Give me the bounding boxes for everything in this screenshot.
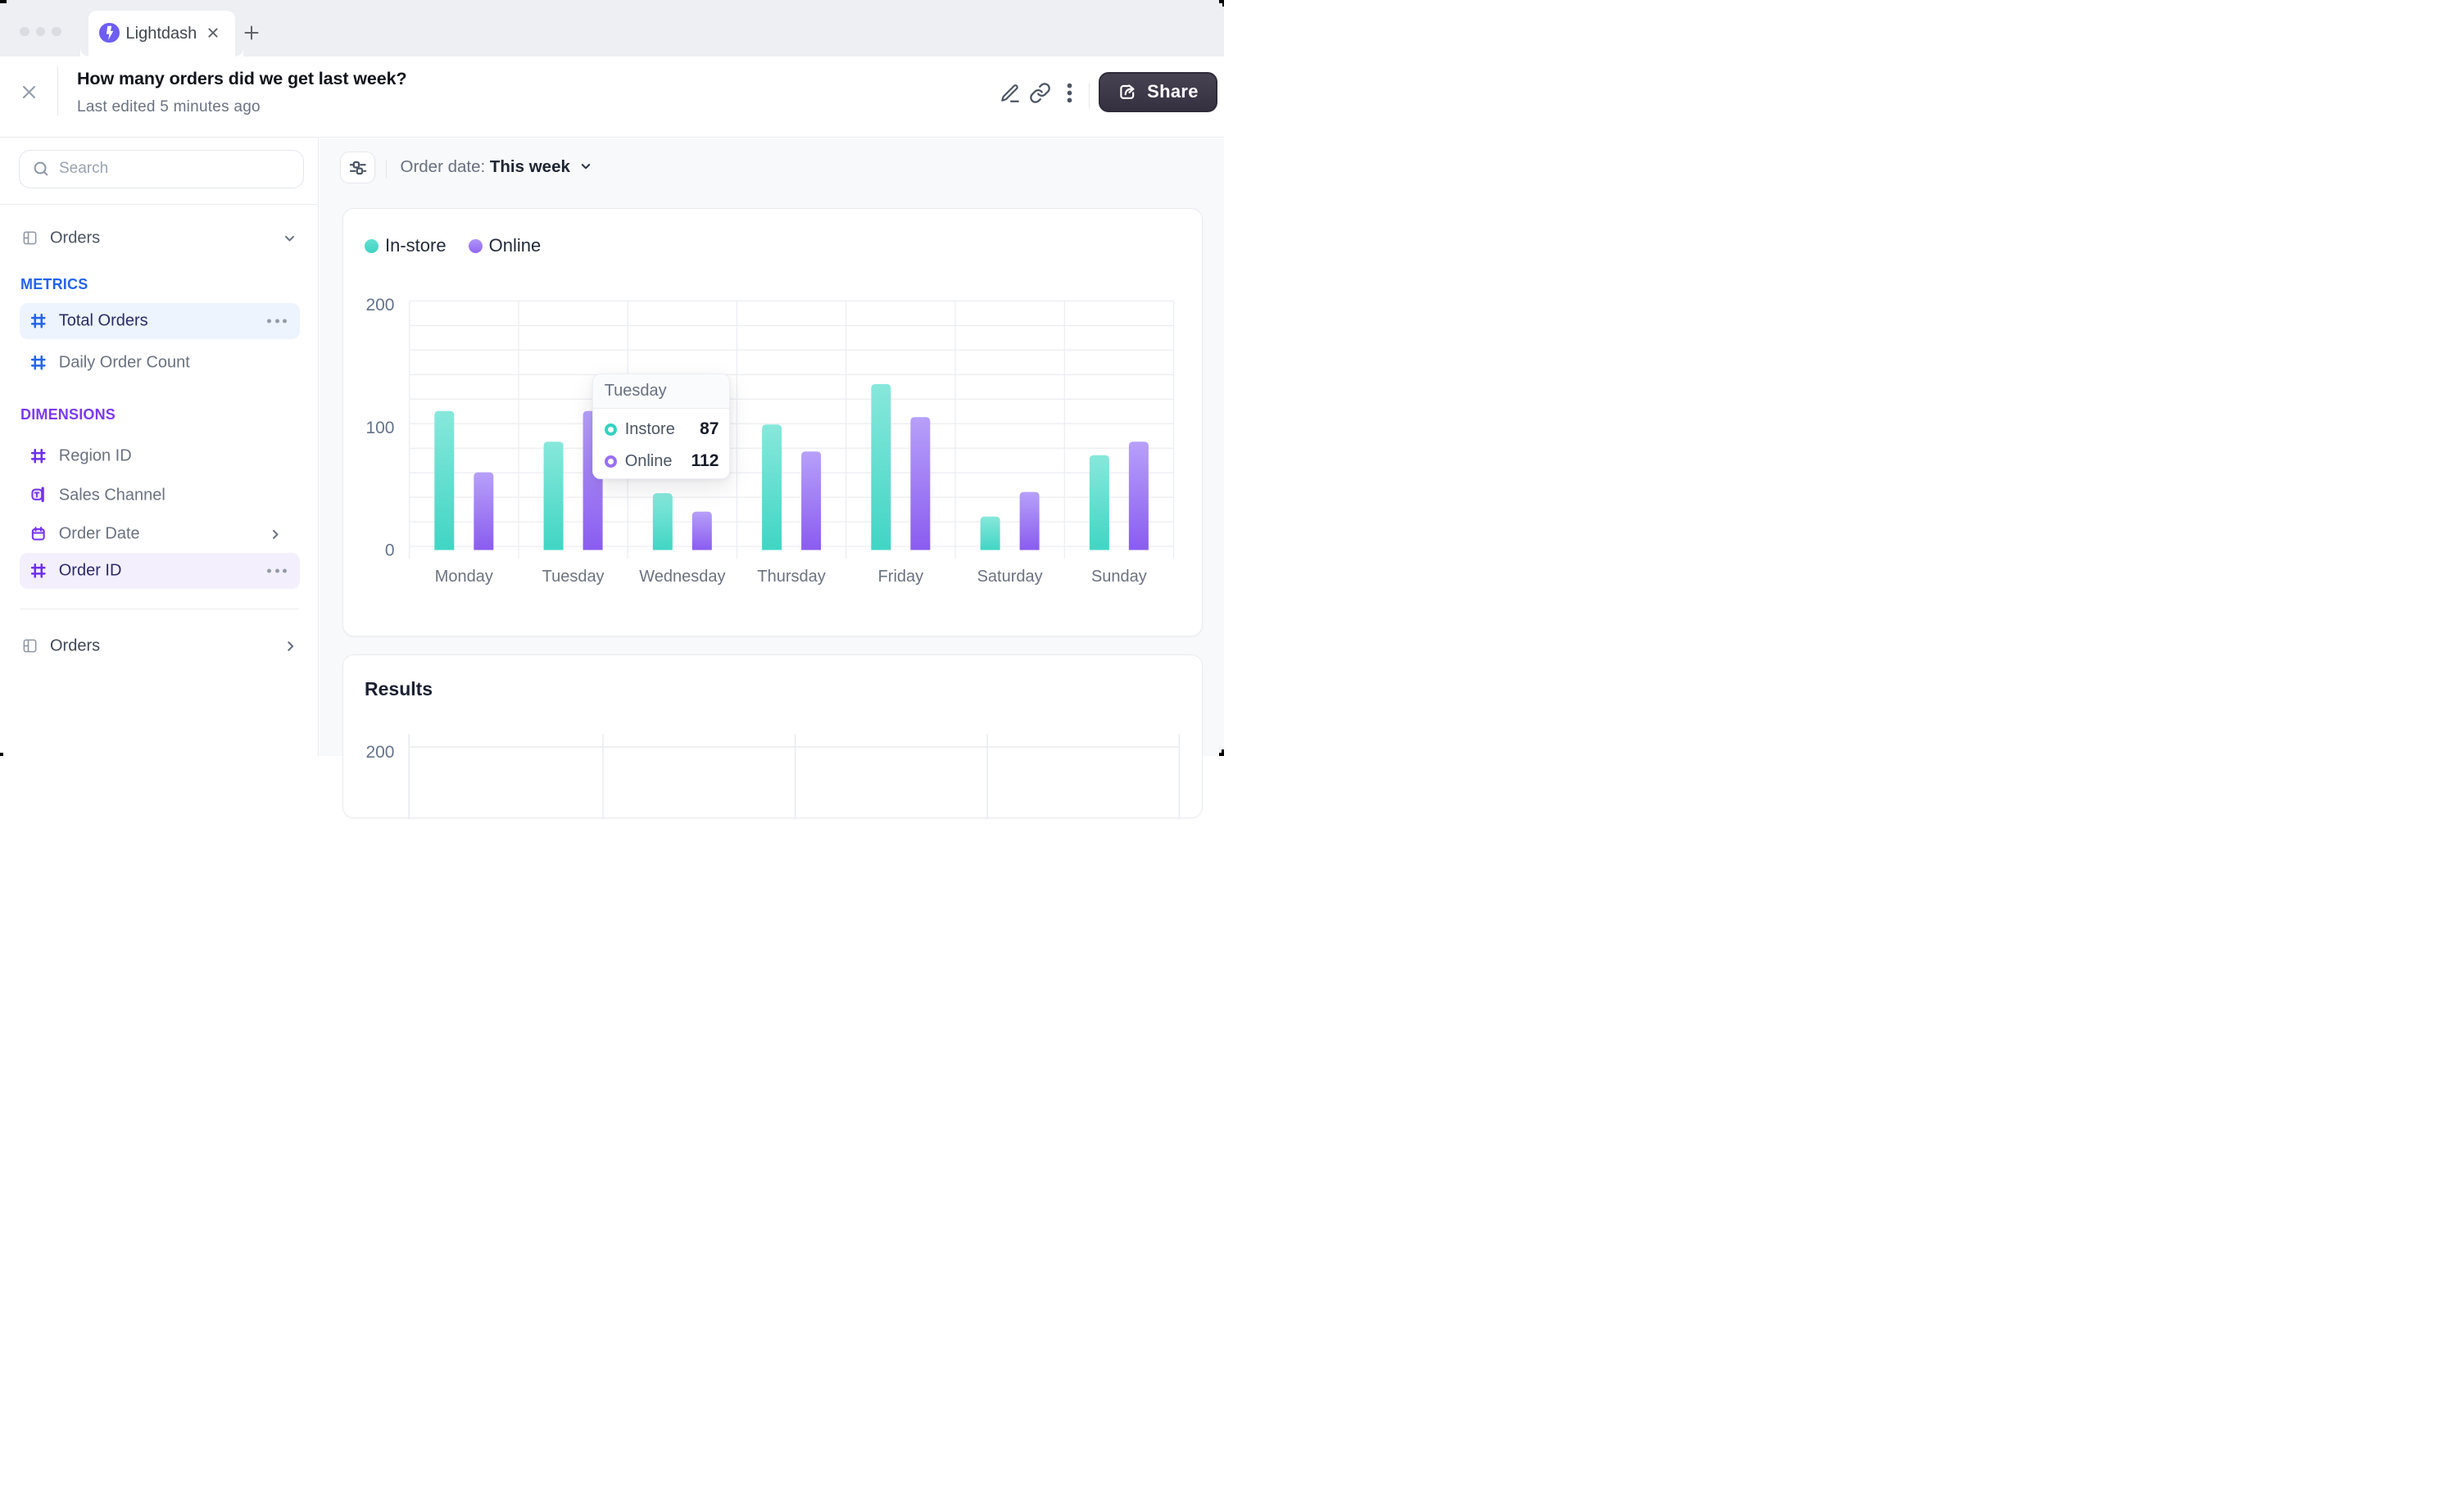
svg-text:200: 200 xyxy=(365,743,394,762)
svg-text:Tuesday: Tuesday xyxy=(542,568,605,586)
svg-text:0: 0 xyxy=(385,541,395,559)
svg-text:Friday: Friday xyxy=(878,568,924,586)
svg-text:Sunday: Sunday xyxy=(1091,568,1147,586)
svg-text:200: 200 xyxy=(365,296,394,315)
svg-text:100: 100 xyxy=(365,418,394,437)
svg-text:Wednesday: Wednesday xyxy=(639,568,725,586)
svg-text:Thursday: Thursday xyxy=(757,568,825,586)
svg-text:Saturday: Saturday xyxy=(977,568,1043,586)
svg-text:Monday: Monday xyxy=(435,568,493,586)
